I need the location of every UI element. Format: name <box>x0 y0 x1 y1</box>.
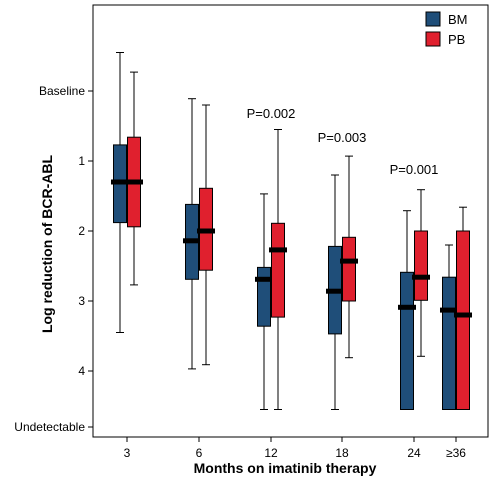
box-pb-24 <box>412 189 430 357</box>
box-bm-12 <box>255 193 273 410</box>
median-bar <box>111 179 129 185</box>
median-bar <box>197 228 215 234</box>
box-body <box>342 236 356 302</box>
median-bar <box>340 258 358 264</box>
x-tick-label: 6 <box>196 446 203 460</box>
p-value-label: P=0.001 <box>390 162 439 177</box>
median-bar <box>398 304 416 310</box>
median-bar <box>454 312 472 318</box>
box-body <box>400 271 414 410</box>
box-pb-6 <box>197 104 215 366</box>
box-body <box>257 266 271 327</box>
legend-swatch-pb <box>425 31 441 47</box>
y-tick-label: 3 <box>78 294 85 308</box>
median-bar <box>412 274 430 280</box>
plot-frame <box>92 4 489 438</box>
boxes <box>111 52 472 411</box>
box-bm-24 <box>398 210 416 410</box>
annotations: P=0.002 P=0.003 P=0.001 <box>247 106 439 177</box>
box-bm-6 <box>183 98 201 370</box>
x-tick-label: 3 <box>124 446 131 460</box>
legend-swatch-bm <box>425 11 441 27</box>
y-tick-label: 1 <box>78 154 85 168</box>
box-bm-18 <box>326 174 344 410</box>
y-axis-title: Log reduction of BCR-ABL <box>39 155 55 334</box>
y-tick-label: 4 <box>78 364 85 378</box>
median-bar <box>125 179 143 185</box>
p-value-label: P=0.003 <box>318 130 367 145</box>
median-bar <box>183 238 201 244</box>
x-tick-label: 12 <box>264 446 278 460</box>
box-bm-≥36 <box>440 244 458 411</box>
median-bar <box>269 247 287 253</box>
x-tick-label: ≥36 <box>446 446 466 460</box>
box-pb-3 <box>125 71 143 286</box>
box-body <box>456 230 470 410</box>
box-pb-18 <box>340 155 358 359</box>
p-value-label: P=0.002 <box>247 106 296 121</box>
box-body <box>414 230 428 301</box>
median-bar <box>255 276 273 282</box>
x-tick-label: 24 <box>407 446 421 460</box>
box-pb-12 <box>269 129 287 410</box>
legend-label-pb: PB <box>448 32 465 47</box>
y-tick-label: Baseline <box>39 84 85 98</box>
box-pb-≥36 <box>454 206 472 410</box>
legend: BM PB <box>425 11 468 47</box>
box-bm-3 <box>111 52 129 333</box>
y-tick-label: 2 <box>78 224 85 238</box>
box-body <box>271 222 285 318</box>
x-axis-title: Months on imatinib therapy <box>194 460 377 476</box>
median-bar <box>440 307 458 313</box>
y-tick-label: Undetectable <box>14 420 85 434</box>
x-tick-label: 18 <box>335 446 349 460</box>
legend-label-bm: BM <box>448 12 468 27</box>
median-bar <box>326 288 344 294</box>
box-body <box>442 276 456 411</box>
